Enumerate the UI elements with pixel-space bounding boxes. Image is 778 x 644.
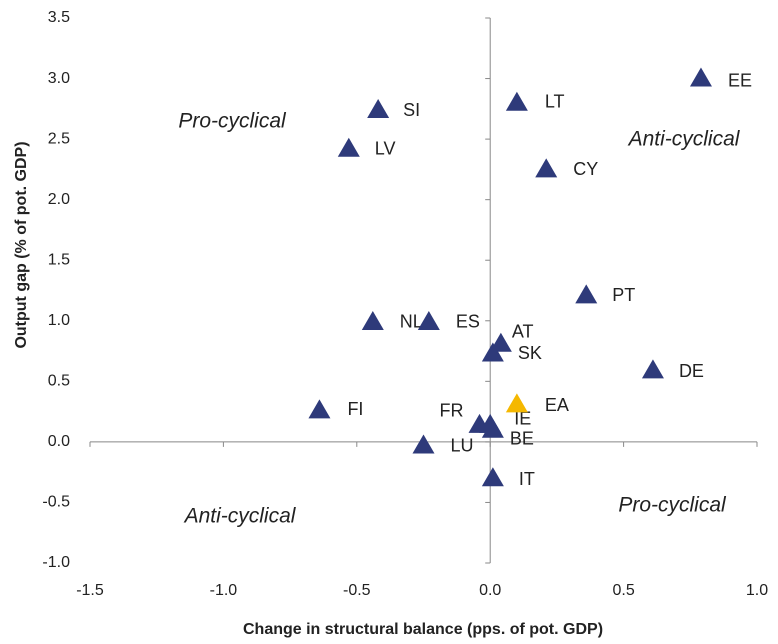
point-label: ES [456, 312, 480, 332]
point-label: FR [440, 401, 464, 421]
point [481, 467, 504, 487]
annotation: Anti-cyclical [183, 505, 297, 528]
y-tick-label: 2.0 [48, 191, 70, 208]
point-label: FI [347, 399, 363, 419]
point-label: AT [512, 322, 534, 342]
y-tick-label: 3.5 [48, 9, 70, 26]
y-tick-label: 2.5 [48, 130, 70, 147]
point-label: PT [612, 285, 635, 305]
point-label: LT [545, 92, 565, 112]
point [535, 158, 558, 178]
point [481, 418, 504, 438]
y-tick-label: 0.0 [48, 433, 70, 450]
point [361, 310, 384, 330]
point [641, 359, 664, 379]
y-tick-label: 1.0 [48, 312, 70, 329]
y-tick-label: -0.5 [42, 494, 70, 511]
y-axis-title: Output gap (% of pot. GDP) [13, 141, 30, 348]
point-label: EA [545, 395, 569, 415]
point-label: CY [573, 159, 598, 179]
point [337, 137, 360, 157]
point-label: EE [728, 70, 752, 90]
x-tick-label: -1.5 [76, 582, 104, 599]
x-tick-label: -1.0 [210, 582, 238, 599]
point [505, 91, 528, 111]
point [575, 284, 598, 304]
point [505, 393, 528, 413]
point-label: NL [400, 312, 423, 332]
point-label: IT [519, 469, 535, 489]
x-tick-label: 0.0 [479, 582, 501, 599]
annotation: Pro-cyclical [618, 494, 727, 517]
point [367, 99, 390, 119]
point-label: BE [510, 429, 534, 449]
x-axis-title: Change in structural balance (pps. of po… [243, 621, 603, 638]
x-tick-label: 0.5 [612, 582, 634, 599]
x-tick-label: 1.0 [746, 582, 768, 599]
point-label: SI [403, 100, 420, 120]
y-tick-label: -1.0 [42, 554, 70, 571]
point-label: SK [518, 343, 542, 363]
point [481, 342, 504, 362]
point [689, 67, 712, 87]
point [308, 399, 331, 419]
x-tick-label: -0.5 [343, 582, 371, 599]
point-label: DE [679, 361, 704, 381]
annotation: Anti-cyclical [627, 128, 741, 151]
point-label: LV [375, 139, 396, 159]
point [417, 310, 440, 330]
y-tick-label: 3.0 [48, 70, 70, 87]
point-label: LU [451, 435, 474, 455]
y-tick-label: 0.5 [48, 373, 70, 390]
point-label: IE [514, 409, 531, 429]
annotation: Pro-cyclical [178, 110, 287, 133]
y-tick-label: 1.5 [48, 251, 70, 268]
point [412, 434, 435, 454]
